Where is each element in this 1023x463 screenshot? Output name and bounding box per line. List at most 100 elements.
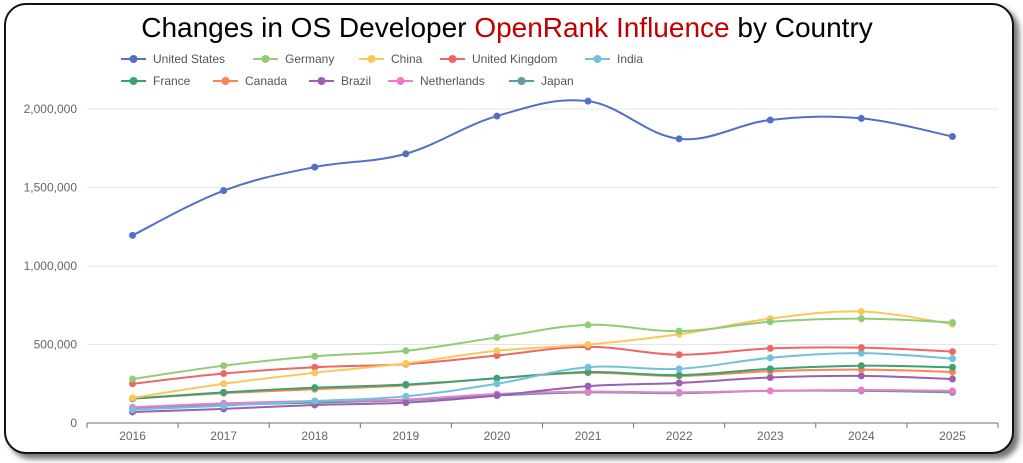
y-tick-label: 0 — [70, 416, 77, 430]
data-point-united-states[interactable] — [402, 150, 410, 158]
data-point-india[interactable] — [311, 397, 319, 405]
legend-marker-canada — [221, 77, 230, 85]
y-tick-label: 2,000,000 — [24, 102, 78, 116]
series-france — [129, 362, 956, 403]
data-point-netherlands[interactable] — [948, 387, 956, 395]
legend-item-france[interactable]: France — [121, 74, 191, 88]
legend-marker-united-states — [129, 55, 138, 63]
series-line-netherlands — [132, 389, 953, 409]
legend-marker-france — [129, 77, 138, 85]
legend-marker-germany — [261, 55, 270, 63]
series-line-united-kingdom — [132, 345, 953, 385]
x-tick-label: 2018 — [301, 429, 328, 443]
data-point-germany[interactable] — [948, 319, 956, 327]
legend-item-brazil[interactable]: Brazil — [309, 74, 371, 88]
legend-item-netherlands[interactable]: Netherlands — [388, 74, 485, 88]
data-point-india[interactable] — [675, 365, 683, 373]
x-tick-label: 2019 — [392, 429, 419, 443]
data-point-brazil[interactable] — [675, 379, 683, 387]
data-point-germany[interactable] — [129, 375, 137, 383]
legend-label-germany: Germany — [285, 52, 334, 66]
legend-item-japan[interactable]: Japan — [509, 74, 574, 88]
data-point-united-states[interactable] — [220, 187, 228, 195]
data-point-united-states[interactable] — [129, 231, 137, 239]
data-point-united-kingdom[interactable] — [675, 351, 683, 359]
legend-item-canada[interactable]: Canada — [213, 74, 287, 88]
legend-item-united-states[interactable]: United States — [121, 52, 225, 66]
data-point-germany[interactable] — [584, 321, 592, 329]
data-point-france[interactable] — [402, 381, 410, 389]
data-point-france[interactable] — [220, 388, 228, 396]
legend: United States Germany China United Kingdom I… — [121, 52, 643, 88]
data-point-germany[interactable] — [857, 315, 865, 323]
data-point-india[interactable] — [129, 406, 137, 414]
data-point-united-kingdom[interactable] — [766, 344, 774, 352]
series-germany — [129, 315, 956, 383]
data-point-united-states[interactable] — [766, 116, 774, 124]
data-point-brazil[interactable] — [857, 372, 865, 380]
data-point-china[interactable] — [402, 359, 410, 367]
data-point-brazil[interactable] — [766, 373, 774, 381]
series-layer — [129, 97, 956, 416]
axes: 0 500,000 1,000,000 1,500,000 2,000,000 2016 2… — [24, 102, 999, 443]
legend-label-united-states: United States — [153, 52, 225, 66]
data-point-france[interactable] — [857, 362, 865, 370]
chart-title: Changes in OS Developer OpenRank Influen… — [0, 12, 1014, 44]
legend-item-india[interactable]: India — [585, 52, 643, 66]
data-point-germany[interactable] — [493, 333, 501, 341]
data-point-brazil[interactable] — [584, 382, 592, 390]
data-point-germany[interactable] — [675, 327, 683, 335]
data-point-germany[interactable] — [766, 318, 774, 326]
data-point-india[interactable] — [220, 402, 228, 410]
data-point-india[interactable] — [402, 392, 410, 400]
data-point-united-kingdom[interactable] — [948, 348, 956, 356]
legend-item-china[interactable]: China — [359, 52, 423, 66]
data-point-india[interactable] — [766, 354, 774, 362]
data-point-china[interactable] — [493, 347, 501, 355]
data-point-brazil[interactable] — [948, 375, 956, 383]
legend-item-germany[interactable]: Germany — [253, 52, 334, 66]
data-point-china[interactable] — [220, 380, 228, 388]
data-point-united-kingdom[interactable] — [857, 344, 865, 352]
data-point-india[interactable] — [493, 380, 501, 388]
data-point-united-states[interactable] — [857, 114, 865, 122]
data-point-china[interactable] — [129, 394, 137, 402]
data-point-germany[interactable] — [402, 347, 410, 355]
legend-marker-brazil — [317, 77, 326, 85]
legend-label-netherlands: Netherlands — [420, 74, 485, 88]
chart-title-prefix: Changes in OS Developer — [141, 12, 475, 43]
data-point-france[interactable] — [311, 384, 319, 392]
legend-marker-japan — [517, 77, 526, 85]
y-tick-label: 1,000,000 — [24, 259, 78, 273]
data-point-united-states[interactable] — [584, 97, 592, 105]
data-point-united-states[interactable] — [311, 163, 319, 171]
data-point-brazil[interactable] — [402, 399, 410, 407]
data-point-united-states[interactable] — [493, 112, 501, 120]
x-tick-label: 2022 — [666, 429, 693, 443]
y-tick-label: 1,500,000 — [24, 181, 78, 195]
data-point-netherlands[interactable] — [766, 387, 774, 395]
data-point-brazil[interactable] — [493, 392, 501, 400]
legend-label-japan: Japan — [541, 74, 574, 88]
y-tick-label: 500,000 — [34, 338, 78, 352]
data-point-germany[interactable] — [311, 352, 319, 360]
legend-item-united-kingdom[interactable]: United Kingdom — [440, 52, 557, 66]
data-point-france[interactable] — [948, 363, 956, 371]
legend-label-canada: Canada — [245, 74, 287, 88]
data-point-china[interactable] — [584, 341, 592, 348]
data-point-france[interactable] — [675, 371, 683, 379]
data-point-china[interactable] — [311, 369, 319, 377]
data-point-united-states[interactable] — [948, 132, 956, 140]
data-point-united-states[interactable] — [675, 135, 683, 143]
data-point-united-kingdom[interactable] — [220, 370, 228, 378]
data-point-france[interactable] — [766, 365, 774, 373]
data-point-china[interactable] — [857, 308, 865, 316]
x-tick-label: 2023 — [757, 429, 784, 443]
data-point-netherlands[interactable] — [857, 386, 865, 394]
data-point-netherlands[interactable] — [675, 388, 683, 396]
data-point-india[interactable] — [948, 355, 956, 363]
x-tick-label: 2016 — [119, 429, 146, 443]
data-point-germany[interactable] — [220, 362, 228, 370]
data-point-india[interactable] — [584, 363, 592, 371]
legend-label-france: France — [153, 74, 191, 88]
